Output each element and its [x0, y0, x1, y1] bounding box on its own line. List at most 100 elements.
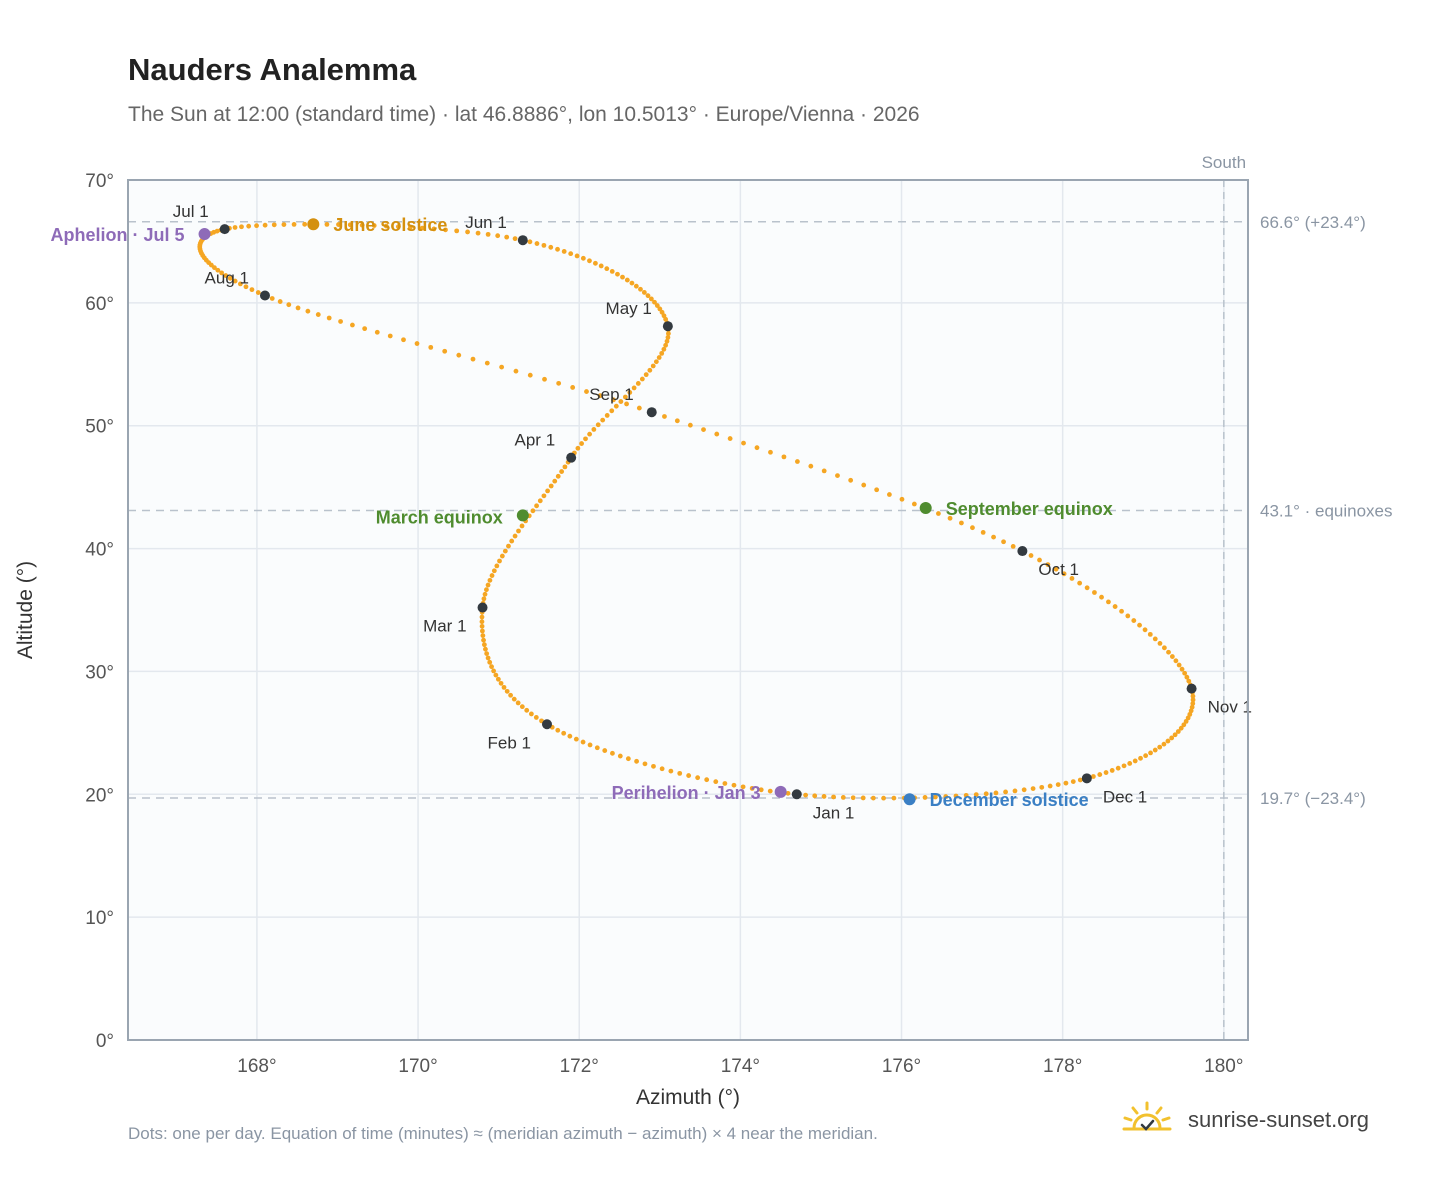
month-label: Mar 1	[423, 617, 466, 636]
daily-sun-dot	[479, 619, 485, 625]
plot-area	[128, 180, 1248, 1040]
daily-sun-dot	[635, 381, 641, 386]
daily-sun-dot	[249, 287, 255, 293]
daily-sun-dot	[479, 628, 485, 634]
daily-sun-dot	[647, 367, 653, 373]
brand-logo[interactable]: sunrise-sunset.org	[1120, 1100, 1369, 1139]
daily-sun-dot	[271, 222, 277, 228]
daily-sun-dot	[326, 315, 332, 321]
brand-name[interactable]: sunrise-sunset.org	[1188, 1106, 1369, 1132]
daily-sun-dot	[487, 659, 493, 665]
daily-sun-dot	[1178, 725, 1184, 731]
daily-sun-dot	[1176, 662, 1182, 668]
daily-sun-dot	[615, 271, 620, 277]
daily-sun-dot	[953, 793, 959, 799]
daily-sun-dot	[428, 344, 434, 350]
daily-sun-dot	[1092, 590, 1097, 595]
daily-sun-dot	[652, 299, 657, 305]
daily-sun-dot	[657, 306, 663, 312]
event-markers: June solstice December solstice March equi…	[51, 215, 1113, 810]
daily-sun-dot	[848, 477, 854, 483]
daily-sun-dot	[583, 436, 588, 442]
daily-sun-dot	[749, 785, 755, 791]
daily-sun-dot	[666, 331, 671, 337]
daily-sun-dot	[604, 266, 610, 272]
month-label: Nov 1	[1208, 698, 1252, 717]
daily-sun-dot	[338, 319, 343, 324]
daily-sun-dot	[491, 668, 497, 674]
daily-sun-dot	[1147, 631, 1153, 637]
daily-sun-dot	[622, 394, 628, 400]
daily-sun-dot	[442, 348, 448, 354]
daily-sun-dot	[286, 302, 292, 308]
y-tick-label: 0°	[96, 1031, 114, 1052]
daily-sun-dot	[524, 707, 530, 713]
daily-sun-dot	[491, 568, 497, 574]
daily-sun-dot	[534, 503, 539, 509]
daily-sun-dot	[758, 787, 764, 793]
event-marker	[919, 502, 932, 515]
analemma-trace	[197, 221, 1196, 801]
daily-sun-dot	[1183, 718, 1189, 724]
daily-sun-dot	[527, 239, 533, 245]
daily-sun-dot	[1121, 763, 1127, 769]
daily-sun-dot	[371, 223, 377, 228]
month-marker	[662, 321, 673, 332]
daily-sun-dot	[1055, 782, 1061, 788]
daily-sun-dot	[1190, 701, 1196, 706]
daily-sun-dot	[943, 794, 949, 799]
event-label: Perihelion · Jan 3	[612, 783, 761, 803]
month-label: May 1	[606, 299, 652, 318]
daily-sun-dot	[232, 278, 238, 284]
event-marker	[307, 218, 320, 231]
daily-sun-dot	[480, 633, 486, 638]
daily-sun-dot	[512, 533, 518, 539]
daily-sun-dot	[600, 417, 606, 423]
daily-sun-dot	[533, 715, 539, 720]
daily-sun-dot	[223, 273, 229, 278]
daily-sun-dot	[239, 224, 244, 230]
month-label: Feb 1	[488, 733, 531, 752]
plot-frame	[127, 179, 1249, 1041]
daily-sun-dot	[633, 283, 639, 289]
daily-sun-dot	[850, 795, 856, 801]
daily-sun-dot	[498, 680, 504, 686]
daily-sun-dot	[567, 733, 573, 739]
daily-sun-dot	[767, 788, 773, 794]
daily-sun-dot	[659, 766, 665, 772]
daily-sun-dot	[315, 312, 321, 317]
daily-sun-dot	[512, 236, 518, 242]
daily-sun-dot	[731, 782, 737, 788]
daily-sun-dot	[980, 530, 986, 535]
daily-sun-dot	[887, 492, 892, 497]
daily-sun-dot	[795, 459, 800, 464]
daily-sun-dot	[1169, 654, 1175, 659]
daily-sun-dot	[1090, 774, 1096, 779]
daily-sun-dot	[1061, 571, 1067, 577]
daily-sun-dot	[1084, 585, 1090, 591]
daily-sun-dot	[485, 582, 491, 588]
daily-sun-dot	[482, 591, 488, 597]
daily-sun-dot	[570, 385, 576, 390]
daily-sun-dot	[704, 777, 710, 783]
daily-sun-dot	[362, 326, 368, 332]
month-marker	[566, 452, 577, 463]
daily-sun-dot	[559, 469, 565, 474]
daily-sun-dot	[936, 511, 941, 516]
daily-sun-dot	[495, 233, 501, 239]
daily-sun-dot	[1165, 738, 1171, 744]
daily-sun-dot	[1119, 608, 1124, 614]
daily-sun-dot	[922, 795, 928, 800]
daily-sun-dot	[1037, 557, 1042, 563]
daily-sun-dot	[625, 756, 631, 762]
daily-sun-dot	[212, 265, 217, 271]
y-tick-label: 30°	[85, 662, 114, 683]
daily-sun-dot	[481, 596, 487, 602]
daily-sun-dot	[597, 393, 603, 399]
month-label: Jul 1	[173, 202, 209, 221]
month-marker	[517, 235, 528, 246]
daily-sun-dot	[1185, 715, 1191, 721]
daily-sun-dot	[656, 355, 662, 360]
daily-sun-dot	[642, 761, 648, 767]
